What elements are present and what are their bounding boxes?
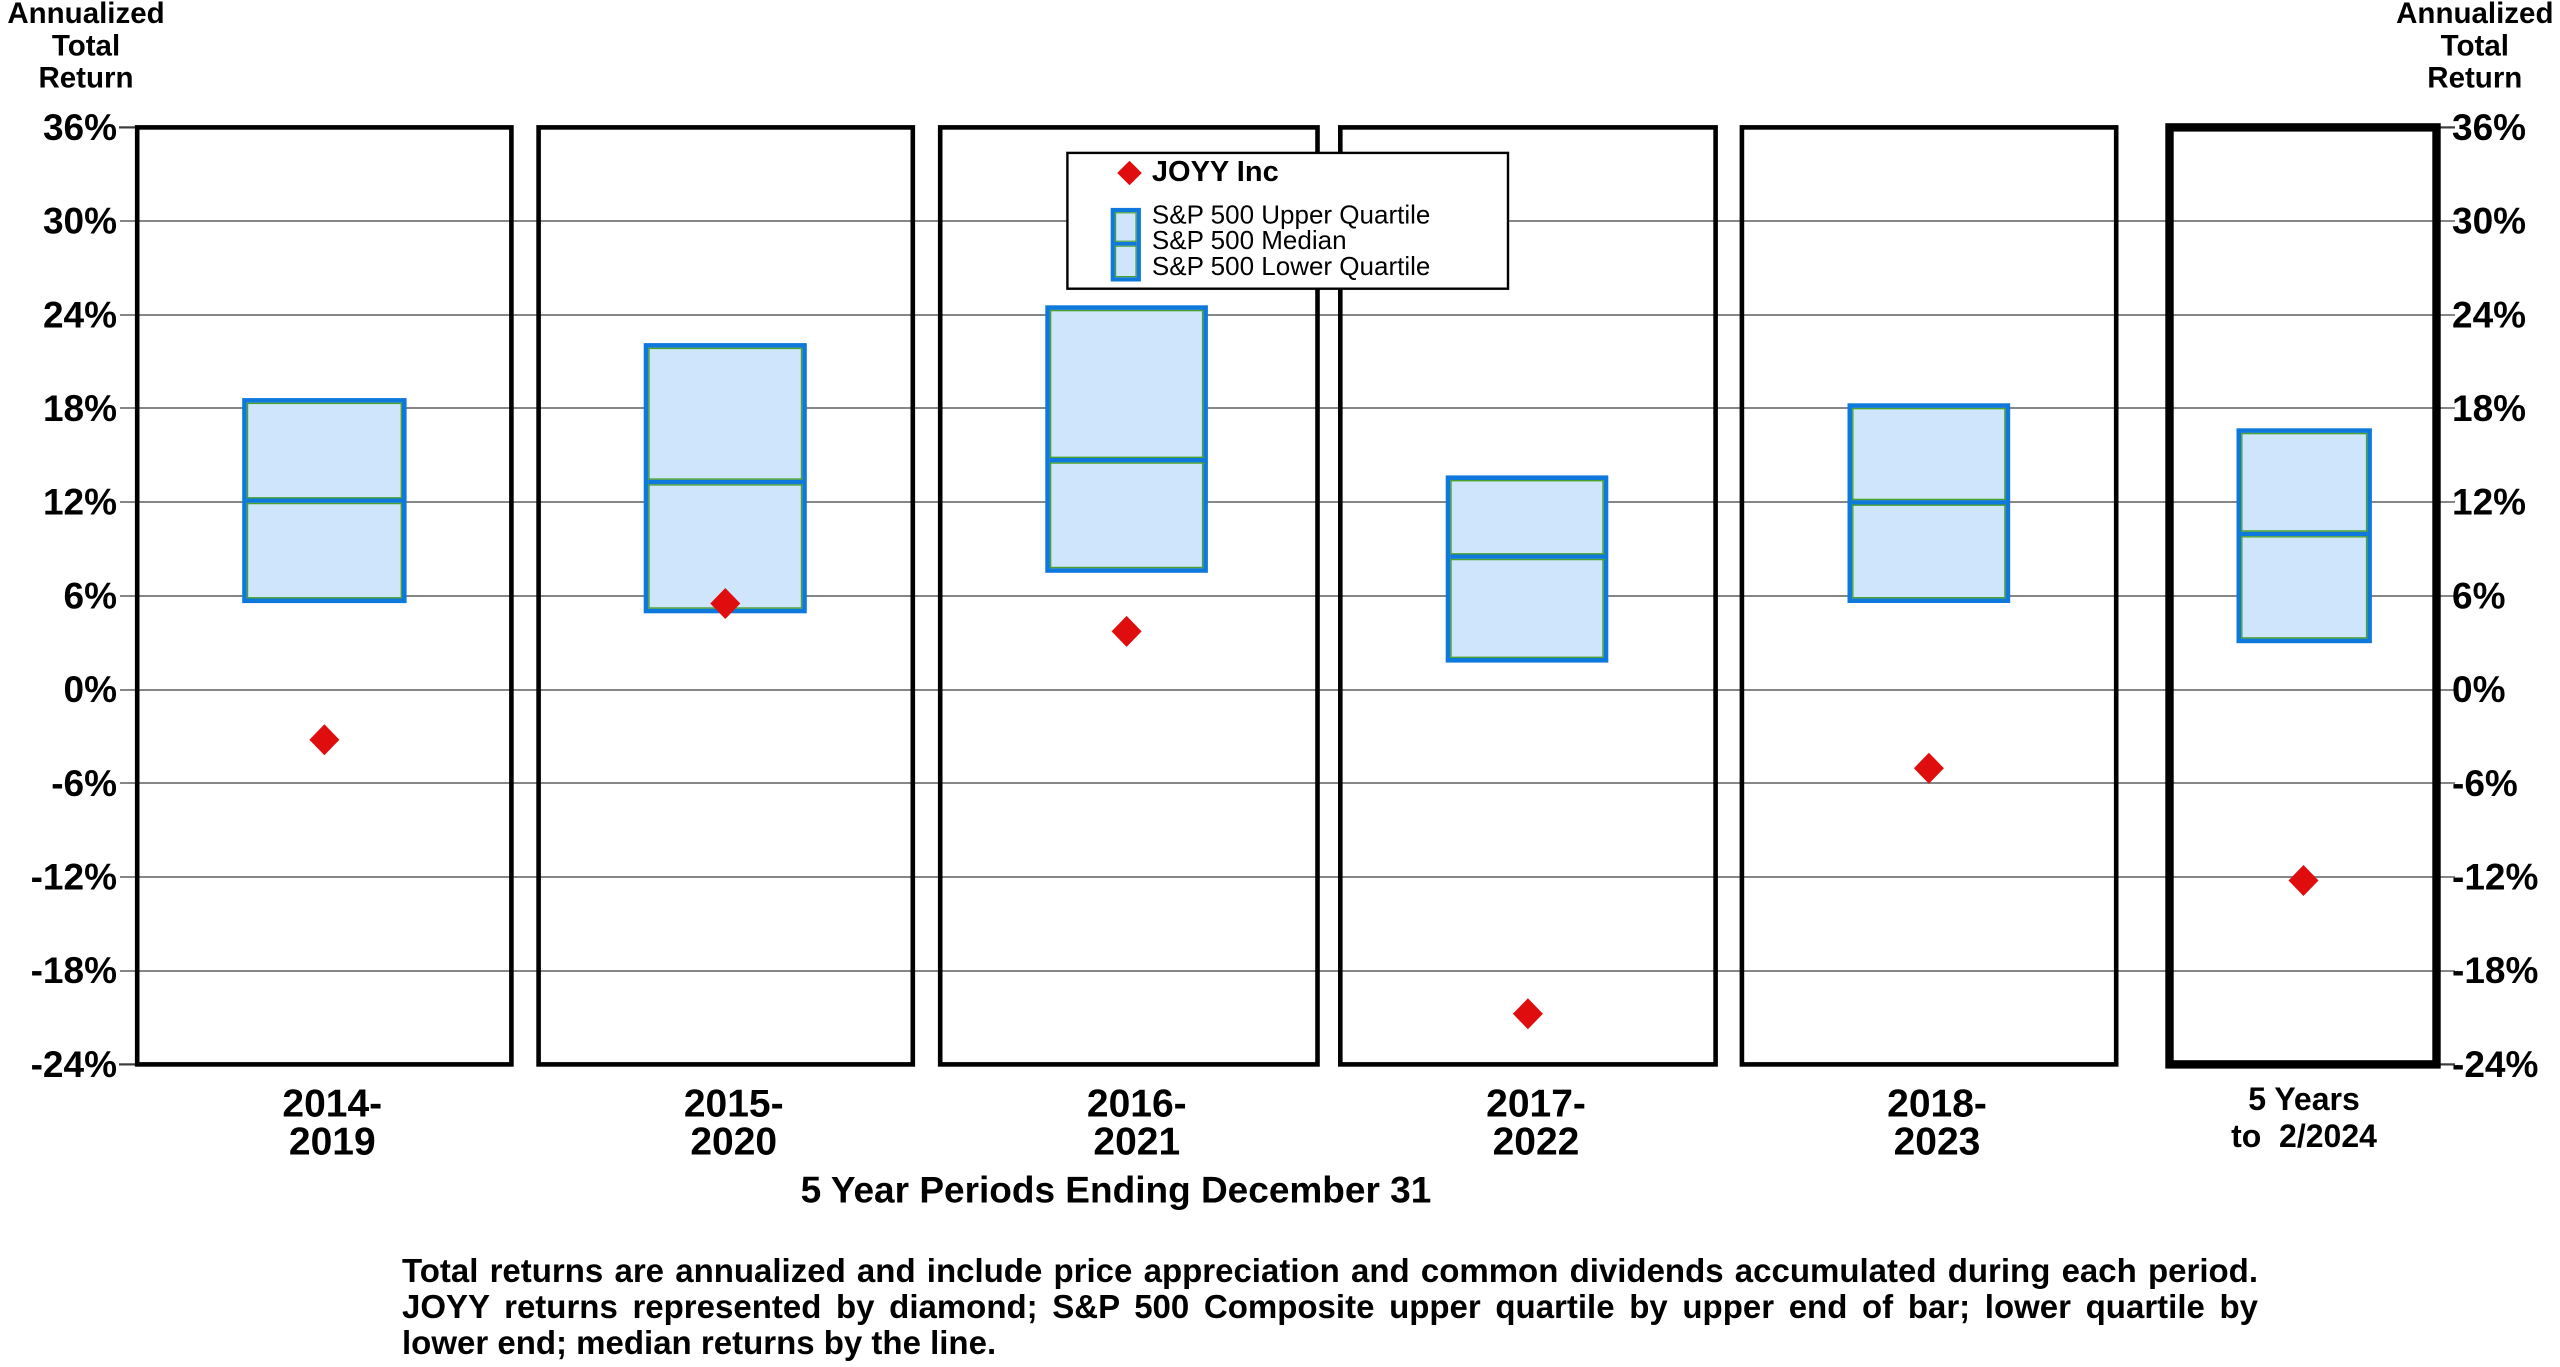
svg-text:2015-: 2015- — [684, 1083, 784, 1126]
svg-text:36%: 36% — [43, 107, 117, 148]
svg-text:0%: 0% — [64, 669, 117, 710]
svg-text:6%: 6% — [64, 575, 117, 616]
svg-text:-6%: -6% — [51, 763, 117, 804]
svg-text:2017-: 2017- — [1486, 1083, 1586, 1126]
svg-text:5 Years: 5 Years — [2248, 1081, 2360, 1117]
svg-text:S&P 500 Lower Quartile: S&P 500 Lower Quartile — [1152, 251, 1430, 281]
svg-text:2016-: 2016- — [1087, 1083, 1187, 1126]
svg-text:0%: 0% — [2452, 669, 2505, 710]
svg-text:12%: 12% — [2452, 482, 2526, 523]
svg-text:S&P 500 Median: S&P 500 Median — [1152, 225, 1347, 255]
svg-text:2021: 2021 — [1093, 1121, 1180, 1164]
svg-text:2014-: 2014- — [282, 1083, 382, 1126]
svg-text:S&P 500 Upper Quartile: S&P 500 Upper Quartile — [1152, 200, 1430, 230]
svg-text:-12%: -12% — [2452, 857, 2538, 898]
svg-text:-12%: -12% — [31, 857, 117, 898]
svg-text:18%: 18% — [2452, 388, 2526, 429]
svg-text:24%: 24% — [2452, 294, 2526, 335]
svg-text:18%: 18% — [43, 388, 117, 429]
svg-text:Annualized: Annualized — [2396, 0, 2553, 30]
svg-text:-24%: -24% — [31, 1044, 117, 1085]
svg-text:30%: 30% — [2452, 201, 2526, 242]
svg-text:2020: 2020 — [690, 1121, 777, 1164]
svg-text:-18%: -18% — [31, 950, 117, 991]
svg-text:to 2/2024: to 2/2024 — [2231, 1118, 2377, 1154]
svg-text:6%: 6% — [2452, 575, 2505, 616]
svg-text:Return: Return — [38, 62, 133, 95]
svg-text:-24%: -24% — [2452, 1044, 2538, 1085]
svg-text:Return: Return — [2427, 62, 2522, 95]
svg-text:36%: 36% — [2452, 107, 2526, 148]
svg-text:12%: 12% — [43, 482, 117, 523]
svg-text:-6%: -6% — [2452, 763, 2518, 804]
svg-text:2019: 2019 — [289, 1121, 376, 1164]
svg-text:30%: 30% — [43, 201, 117, 242]
svg-text:2018-: 2018- — [1887, 1083, 1987, 1126]
svg-text:5 Year Periods Ending December: 5 Year Periods Ending December 31 — [801, 1170, 1432, 1211]
svg-text:Annualized: Annualized — [7, 0, 164, 30]
svg-text:24%: 24% — [43, 294, 117, 335]
svg-text:Total: Total — [52, 29, 120, 62]
svg-text:-18%: -18% — [2452, 950, 2538, 991]
svg-text:JOYY Inc: JOYY Inc — [1152, 156, 1279, 188]
svg-text:2022: 2022 — [1493, 1121, 1580, 1164]
svg-text:2023: 2023 — [1894, 1121, 1981, 1164]
svg-text:Total: Total — [2441, 29, 2509, 62]
